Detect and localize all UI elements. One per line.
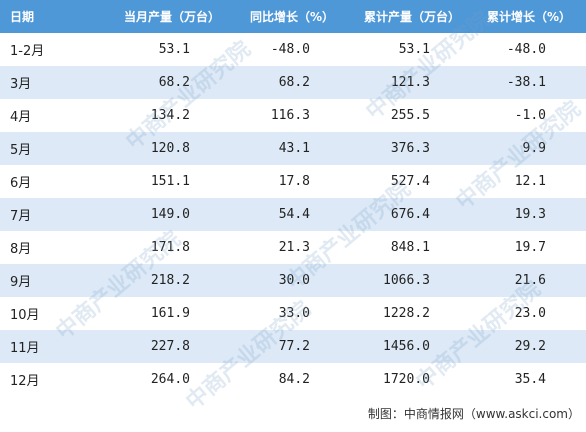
table-row: 9月 218.2 30.0 1066.3 21.6 (0, 264, 586, 297)
value-cell: 43.1 (232, 132, 352, 165)
date-cell: 8月 (10, 242, 32, 257)
value-cell: 35.4 (514, 372, 546, 387)
date-cell: 5月 (0, 132, 112, 165)
table-row: 6月 151.1 17.8 527.4 12.1 (0, 165, 586, 198)
value-cell: 1720.0 (383, 372, 430, 387)
value-cell: 116.3 (270, 108, 310, 123)
value-cell: 68.2 (112, 66, 232, 99)
table-row: 12月 264.0 84.2 1720.0 35.4 (0, 363, 586, 396)
value-cell: 23.0 (514, 306, 546, 321)
value-cell: 149.0 (112, 198, 232, 231)
header-cell: 同比增长（%） (232, 0, 352, 33)
value-cell: 77.2 (232, 330, 352, 363)
date-cell: 6月 (10, 176, 32, 191)
value-cell: 68.2 (232, 66, 352, 99)
value-cell: 53.1 (398, 42, 430, 57)
value-cell: 19.7 (514, 240, 546, 255)
value-cell: 53.1 (158, 42, 190, 57)
value-cell: 1456.0 (352, 330, 472, 363)
header-row: 日期 当月产量（万台） 同比增长（%） 累计产量（万台） 累计增长（%） (0, 0, 586, 33)
value-cell: 161.9 (150, 306, 190, 321)
value-cell: 171.8 (150, 240, 190, 255)
value-cell: 54.4 (232, 198, 352, 231)
value-cell: -48.0 (506, 42, 546, 57)
value-cell: -1.0 (514, 108, 546, 123)
value-cell: 848.1 (390, 240, 430, 255)
value-cell: 17.8 (278, 174, 310, 189)
table-row: 4月 134.2 116.3 255.5 -1.0 (0, 99, 586, 132)
header-cell: 累计产量（万台） (352, 0, 472, 33)
value-cell: 1066.3 (352, 264, 472, 297)
table-row: 11月 227.8 77.2 1456.0 29.2 (0, 330, 586, 363)
date-cell: 1-2月 (10, 44, 45, 59)
value-cell: 84.2 (278, 372, 310, 387)
date-cell: 4月 (10, 110, 32, 125)
value-cell: 33.0 (278, 306, 310, 321)
table-row: 10月 161.9 33.0 1228.2 23.0 (0, 297, 586, 330)
header-cell: 日期 (0, 0, 112, 33)
date-cell: 9月 (0, 264, 112, 297)
value-cell: 19.3 (472, 198, 586, 231)
table-row: 8月 171.8 21.3 848.1 19.7 (0, 231, 586, 264)
table-body: 1-2月 53.1 -48.0 53.1 -48.0 3月 68.2 68.2 121.3 -38… (0, 33, 586, 396)
date-cell: 7月 (0, 198, 112, 231)
value-cell: 30.0 (232, 264, 352, 297)
value-cell: 264.0 (150, 372, 190, 387)
table-row: 3月 68.2 68.2 121.3 -38.1 (0, 66, 586, 99)
date-cell: 3月 (0, 66, 112, 99)
value-cell: 218.2 (112, 264, 232, 297)
date-cell: 10月 (10, 308, 40, 323)
value-cell: 120.8 (112, 132, 232, 165)
value-cell: -48.0 (270, 42, 310, 57)
value-cell: 676.4 (352, 198, 472, 231)
date-cell: 11月 (0, 330, 112, 363)
footer: 制图：中商情报网（www.askci.com） (367, 407, 580, 421)
value-cell: 21.3 (278, 240, 310, 255)
value-cell: 227.8 (112, 330, 232, 363)
value-cell: 134.2 (150, 108, 190, 123)
value-cell: 12.1 (514, 174, 546, 189)
value-cell: -38.1 (472, 66, 586, 99)
value-cell: 121.3 (352, 66, 472, 99)
value-cell: 21.6 (472, 264, 586, 297)
data-table: 日期 当月产量（万台） 同比增长（%） 累计产量（万台） 累计增长（%） 1-2月 53.… (0, 0, 586, 396)
value-cell: 9.9 (472, 132, 586, 165)
value-cell: 376.3 (352, 132, 472, 165)
table-row: 5月 120.8 43.1 376.3 9.9 (0, 132, 586, 165)
value-cell: 1228.2 (383, 306, 430, 321)
value-cell: 151.1 (150, 174, 190, 189)
date-cell: 12月 (10, 374, 40, 389)
value-cell: 255.5 (390, 108, 430, 123)
header-cell: 当月产量（万台） (112, 0, 232, 33)
header-cell: 累计增长（%） (472, 0, 586, 33)
table-row: 1-2月 53.1 -48.0 53.1 -48.0 (0, 33, 586, 66)
value-cell: 29.2 (472, 330, 586, 363)
table-row: 7月 149.0 54.4 676.4 19.3 (0, 198, 586, 231)
value-cell: 527.4 (390, 174, 430, 189)
